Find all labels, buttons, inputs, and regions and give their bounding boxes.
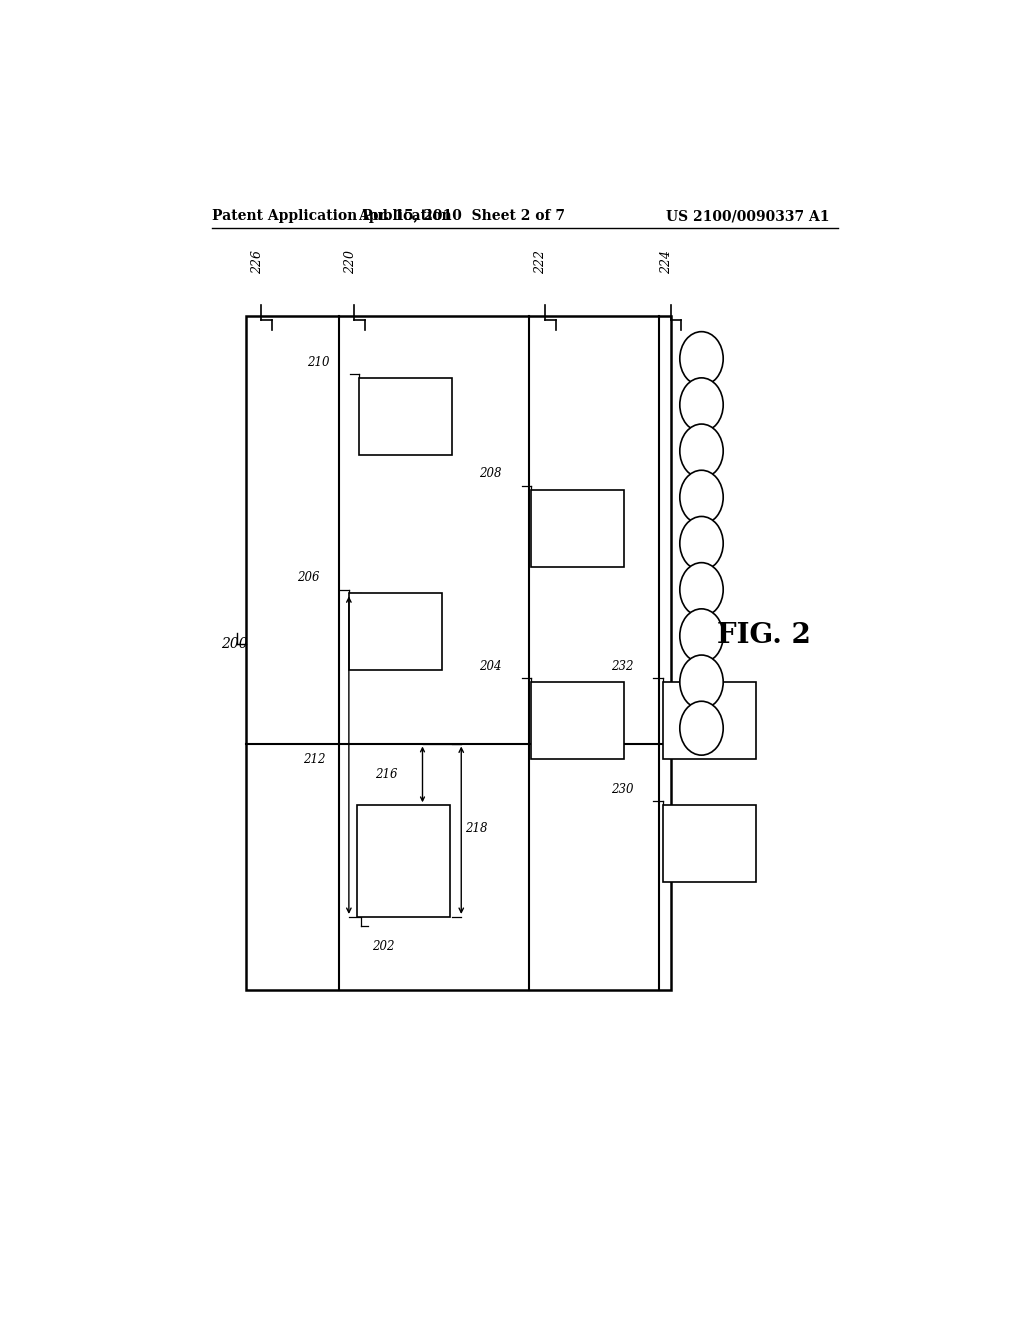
Text: FIG. 2: FIG. 2 xyxy=(717,622,810,649)
Text: 232: 232 xyxy=(610,660,633,673)
Ellipse shape xyxy=(680,424,723,478)
Text: 212: 212 xyxy=(303,752,326,766)
Ellipse shape xyxy=(680,516,723,570)
Bar xyxy=(663,682,756,759)
Bar xyxy=(359,378,452,455)
Text: 230: 230 xyxy=(610,783,633,796)
Bar xyxy=(356,805,450,917)
Text: 224: 224 xyxy=(660,249,673,275)
Text: 202: 202 xyxy=(372,940,394,953)
Ellipse shape xyxy=(680,701,723,755)
Text: 208: 208 xyxy=(479,467,502,480)
Text: 220: 220 xyxy=(344,249,356,275)
Text: 200: 200 xyxy=(221,636,248,651)
Bar xyxy=(663,805,756,882)
Ellipse shape xyxy=(680,655,723,709)
Bar xyxy=(246,317,671,990)
Ellipse shape xyxy=(680,470,723,524)
Ellipse shape xyxy=(680,609,723,663)
Text: 216: 216 xyxy=(375,768,397,781)
Bar xyxy=(531,682,624,759)
Text: Apr. 15, 2010  Sheet 2 of 7: Apr. 15, 2010 Sheet 2 of 7 xyxy=(357,209,565,223)
Text: 210: 210 xyxy=(307,355,330,368)
Ellipse shape xyxy=(680,562,723,616)
Text: 206: 206 xyxy=(297,572,319,585)
Text: Patent Application Publication: Patent Application Publication xyxy=(212,209,452,223)
Ellipse shape xyxy=(680,331,723,385)
Text: 218: 218 xyxy=(465,822,487,834)
Text: 204: 204 xyxy=(479,660,502,673)
Text: 222: 222 xyxy=(535,249,548,275)
Bar xyxy=(531,490,624,566)
Bar xyxy=(349,594,442,671)
Ellipse shape xyxy=(680,378,723,432)
Text: 226: 226 xyxy=(251,249,264,275)
Text: US 2100/0090337 A1: US 2100/0090337 A1 xyxy=(667,209,829,223)
